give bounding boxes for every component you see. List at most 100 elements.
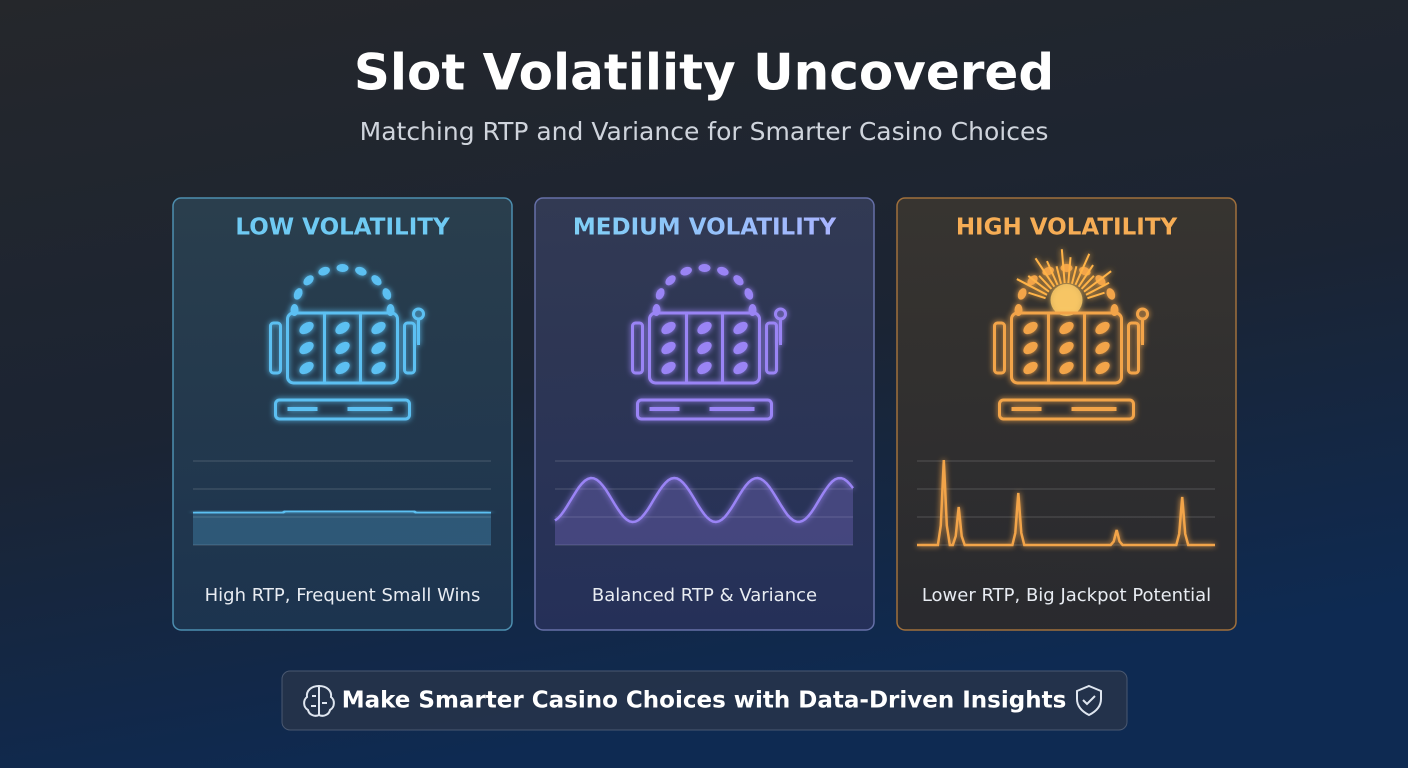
spark bbox=[1074, 253, 1091, 286]
reel-symbol bbox=[335, 361, 350, 375]
slot-machine-icon bbox=[993, 249, 1149, 421]
reel-symbol bbox=[299, 361, 314, 375]
slot-machine-icon bbox=[269, 263, 425, 421]
card-caption: Balanced RTP & Variance bbox=[592, 585, 817, 606]
machine-body bbox=[648, 311, 761, 385]
reel-symbol bbox=[697, 341, 712, 355]
spark bbox=[1046, 260, 1059, 286]
coin bbox=[733, 275, 744, 286]
coin bbox=[744, 288, 754, 300]
wave-line bbox=[193, 509, 491, 515]
reel-symbol bbox=[371, 321, 386, 335]
coin bbox=[318, 266, 330, 276]
slot-machine-icon bbox=[631, 263, 787, 421]
footer-text: Make Smarter Casino Choices with Data-Dr… bbox=[342, 688, 1067, 714]
spark bbox=[1067, 257, 1072, 284]
machine-side bbox=[765, 321, 778, 375]
coin bbox=[680, 266, 692, 276]
card-panel bbox=[534, 197, 875, 631]
coin bbox=[371, 275, 382, 286]
coin bbox=[1017, 288, 1027, 300]
coin bbox=[665, 275, 676, 286]
machine-side bbox=[993, 321, 1006, 375]
reel-symbol bbox=[299, 341, 314, 355]
reel-symbol bbox=[371, 341, 386, 355]
reel-symbol bbox=[697, 361, 712, 375]
card-caption: High RTP, Frequent Small Wins bbox=[205, 585, 481, 606]
machine-base bbox=[636, 398, 773, 421]
coin bbox=[655, 288, 665, 300]
spark bbox=[1016, 278, 1048, 296]
coin bbox=[1106, 288, 1116, 300]
reel-symbol bbox=[1095, 361, 1110, 375]
coin bbox=[355, 266, 367, 276]
spark bbox=[1071, 266, 1078, 284]
coin bbox=[717, 266, 729, 276]
machine-side bbox=[631, 321, 644, 375]
card-title: HIGH VOLATILITY bbox=[956, 215, 1178, 241]
spark bbox=[1034, 257, 1056, 288]
machine-side bbox=[403, 321, 416, 375]
reel-symbol bbox=[1095, 341, 1110, 355]
machine-base bbox=[998, 398, 1135, 421]
reel-symbol bbox=[1059, 361, 1074, 375]
reel-symbol bbox=[733, 341, 748, 355]
reel-symbol bbox=[1095, 321, 1110, 335]
spark bbox=[1080, 275, 1095, 290]
spark bbox=[1038, 275, 1053, 290]
brain-icon bbox=[303, 684, 335, 717]
wave-line bbox=[554, 476, 854, 524]
subtitle: Matching RTP and Variance for Smarter Ca… bbox=[360, 117, 1049, 146]
shield-icon bbox=[1076, 684, 1102, 717]
spark bbox=[1077, 264, 1094, 288]
spark bbox=[1085, 281, 1110, 296]
lever-knob bbox=[412, 307, 425, 321]
coin bbox=[293, 288, 303, 300]
reel-symbol bbox=[1023, 341, 1038, 355]
reel-symbol bbox=[1023, 321, 1038, 335]
spark bbox=[1060, 249, 1066, 284]
reel-symbol bbox=[661, 321, 676, 335]
machine-body bbox=[286, 311, 399, 385]
card-caption: Lower RTP, Big Jackpot Potential bbox=[922, 585, 1211, 606]
wave-line bbox=[917, 459, 1215, 547]
reel-symbol bbox=[697, 321, 712, 335]
spark bbox=[1083, 270, 1112, 293]
machine-side bbox=[1127, 321, 1140, 375]
machine-base bbox=[274, 398, 411, 421]
cards: LOW VOLATILITY High RTP, Frequent Small W… bbox=[172, 197, 1237, 631]
volatility-card: LOW VOLATILITY High RTP, Frequent Small W… bbox=[172, 197, 513, 631]
spark bbox=[1055, 266, 1062, 284]
footer-banner bbox=[281, 670, 1128, 731]
coin bbox=[698, 263, 711, 273]
reel-symbol bbox=[733, 321, 748, 335]
volatility-card: MEDIUM VOLATILITY Balanced RTP & Variance bbox=[534, 197, 875, 631]
reel-symbol bbox=[733, 361, 748, 375]
title: Slot Volatility Uncovered bbox=[354, 44, 1054, 102]
lever-knob bbox=[774, 307, 787, 321]
machine-side bbox=[269, 321, 282, 375]
reel-symbol bbox=[1023, 361, 1038, 375]
coin bbox=[303, 275, 314, 286]
reel-symbol bbox=[661, 361, 676, 375]
reel-symbol bbox=[299, 321, 314, 335]
burst bbox=[1050, 284, 1083, 316]
reel-symbol bbox=[661, 341, 676, 355]
card-title: MEDIUM VOLATILITY bbox=[573, 215, 837, 241]
reel-symbol bbox=[335, 341, 350, 355]
wave-fill bbox=[193, 511, 491, 545]
reel-symbol bbox=[1059, 341, 1074, 355]
card-title: LOW VOLATILITY bbox=[235, 215, 450, 241]
coin bbox=[382, 288, 392, 300]
machine-body bbox=[1010, 311, 1123, 385]
card-panel bbox=[896, 197, 1237, 631]
volatility-card: HIGH VOLATILITY Lower RTP, Big Jackpot Po… bbox=[896, 197, 1237, 631]
reel-symbol bbox=[335, 321, 350, 335]
spark bbox=[1028, 291, 1046, 300]
spark bbox=[1087, 291, 1105, 300]
lever-knob bbox=[1136, 307, 1149, 321]
reel-symbol bbox=[1059, 321, 1074, 335]
wave-fill bbox=[555, 478, 853, 545]
